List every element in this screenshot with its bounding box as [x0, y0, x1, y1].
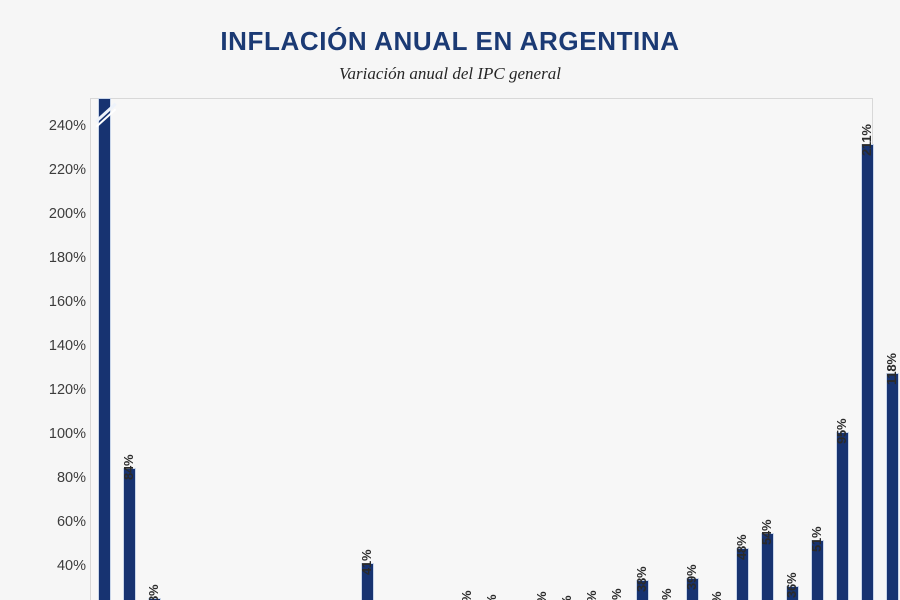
y-axis-tick-label: 220%	[48, 162, 86, 178]
bar-value-label: 84%	[121, 454, 136, 480]
bar-value-label: 118%	[884, 353, 899, 385]
bar-value-label: 41%	[359, 549, 374, 575]
bar-value-label: 27%	[609, 589, 624, 600]
bar-value-label: 22%	[559, 596, 574, 600]
bar[interactable]	[761, 533, 774, 600]
bar-value-label: 39%	[684, 564, 699, 590]
bar-value-label: 54%	[759, 519, 774, 545]
bar-value-label: 95%	[834, 418, 849, 444]
bar[interactable]	[786, 586, 799, 600]
y-axis-tick-label: 180%	[48, 250, 86, 266]
bar[interactable]	[148, 598, 161, 600]
y-axis-tick-label: 120%	[48, 382, 86, 398]
y-axis-tick-label: 160%	[48, 294, 86, 310]
y-axis-tick-label: 60%	[56, 514, 86, 530]
bar[interactable]	[836, 432, 849, 600]
bar-value-label: 26%	[459, 591, 474, 600]
bar-value-label: 211%	[859, 124, 874, 156]
y-axis-tick-label: 140%	[48, 338, 86, 354]
bar-value-label: 18%	[146, 584, 161, 600]
bar[interactable]	[736, 548, 749, 600]
y-axis-tick-label: 80%	[56, 470, 86, 486]
bar[interactable]	[811, 540, 824, 600]
bar[interactable]	[98, 98, 111, 600]
y-axis-tick-label: 100%	[48, 426, 86, 442]
bar-value-label: 27%	[659, 589, 674, 600]
bar-value-label: 23%	[484, 595, 499, 600]
bar-value-label: 26%	[584, 591, 599, 600]
bar[interactable]	[686, 578, 699, 600]
bar-value-label: 38%	[634, 566, 649, 592]
y-axis-tick-label: 240%	[48, 118, 86, 134]
page-subtitle: Variación anual del IPC general	[339, 64, 561, 83]
y-axis-tick-label: 200%	[48, 206, 86, 222]
bar[interactable]	[636, 580, 649, 600]
bar[interactable]	[861, 144, 874, 600]
page-title: INFLACIÓN ANUAL EN ARGENTINA	[220, 26, 680, 56]
y-axis: 240% 220% 200% 180% 160% 140% 120% 100% 80% 60% 40…	[10, 98, 86, 600]
bar-value-label: 36%	[784, 572, 799, 598]
plot-area: 84% 18% 41% 26% 23% 25% 22% 26% 27% 38% 27% 39% 25% 4…	[90, 98, 899, 600]
y-axis-tick-label: 40%	[56, 558, 86, 574]
bar-value-label: 25%	[534, 592, 549, 600]
bar[interactable]	[123, 468, 136, 600]
bar[interactable]	[361, 563, 374, 600]
bar-value-label: 51%	[809, 526, 824, 552]
bar-value-label: 25%	[709, 592, 724, 600]
bar[interactable]	[886, 373, 899, 600]
bar-value-label: 48%	[734, 534, 749, 560]
